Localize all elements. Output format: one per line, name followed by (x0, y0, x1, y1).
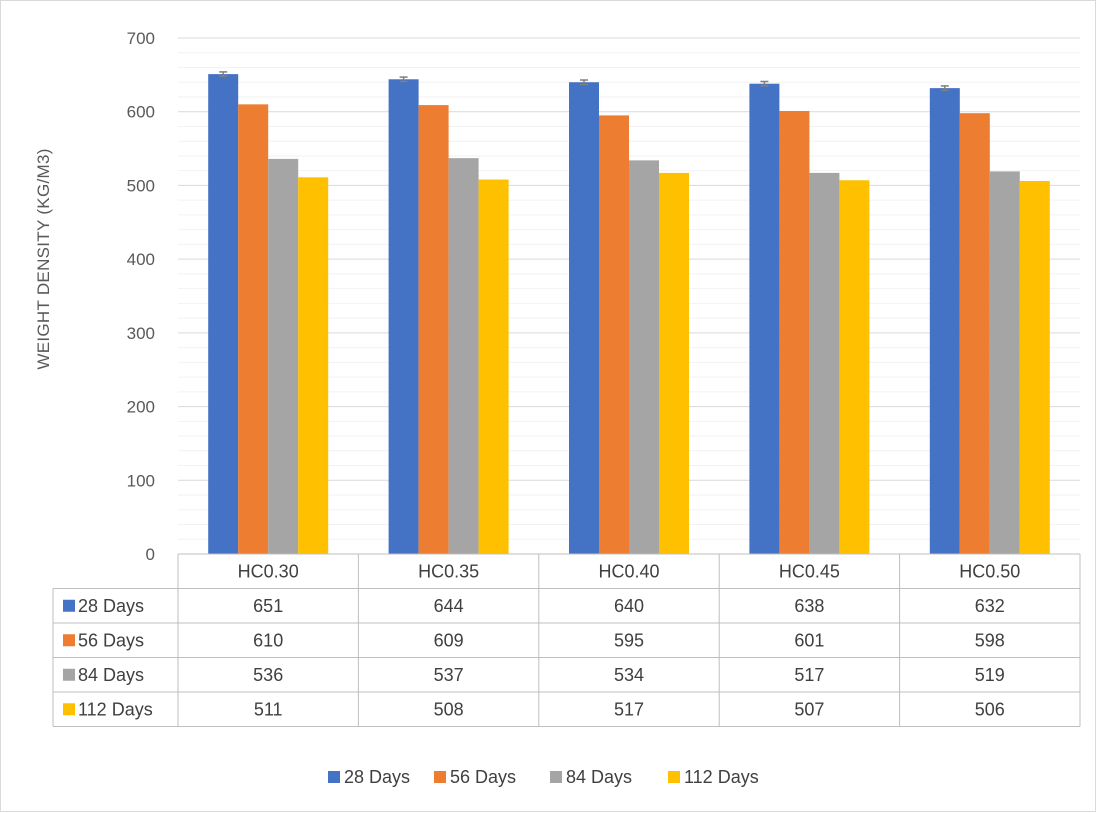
table-cell-value: 644 (434, 596, 464, 616)
category-label: HC0.35 (418, 561, 479, 581)
legend-swatch (434, 771, 446, 783)
legend-swatch (328, 771, 340, 783)
table-cell-value: 638 (794, 596, 824, 616)
bar (569, 82, 599, 554)
bar (448, 158, 479, 554)
legend-label: 56 Days (450, 767, 516, 787)
bar (208, 74, 239, 555)
table-series-swatch (63, 703, 75, 716)
bar (989, 171, 1020, 554)
bar (1019, 181, 1050, 554)
y-tick-label: 300 (127, 324, 155, 343)
legend-label: 84 Days (566, 767, 632, 787)
bar (809, 172, 840, 554)
table-cell-value: 508 (434, 699, 464, 719)
category-label: HC0.50 (959, 561, 1020, 581)
table-cell-value: 507 (794, 699, 824, 719)
table-cell-value: 609 (434, 630, 464, 650)
table-cell-value: 517 (794, 665, 824, 685)
category-label: HC0.45 (779, 561, 840, 581)
bar (298, 177, 329, 554)
legend-label: 112 Days (684, 767, 759, 787)
table-cell-value: 601 (794, 630, 824, 650)
data-table: HC0.30 HC0.35 HC0.40 HC0.45 HC0.50 28 Days 651… (52, 553, 1081, 727)
table-cell-value: 640 (614, 596, 644, 616)
legend-swatch (668, 771, 680, 783)
table-series-label: 112 Days (78, 699, 153, 719)
table-cell-value: 517 (614, 699, 644, 719)
table-cell-value: 511 (254, 699, 283, 719)
bar (418, 105, 449, 554)
table-cell-value: 651 (253, 596, 283, 616)
y-tick-label: 0 (146, 545, 155, 564)
table-series-swatch (63, 599, 75, 612)
legend-label: 28 Days (344, 767, 410, 787)
category-label: HC0.30 (238, 561, 299, 581)
legend: 28 Days 56 Days 84 Days 112 Days (328, 767, 759, 787)
y-axis-title: WEIGHT DENSITY (KG/M3) (34, 148, 53, 369)
bar (749, 83, 780, 555)
table-series-swatch (63, 668, 75, 681)
bars (208, 71, 1050, 555)
table-series-label: 84 Days (78, 665, 144, 685)
bar (478, 179, 509, 554)
y-axis: 0 100 200 300 400 500 600 700 (127, 29, 155, 564)
y-tick-label: 700 (127, 29, 155, 48)
table-cell-value: 537 (434, 665, 464, 685)
y-tick-label: 200 (127, 398, 155, 417)
y-tick-label: 400 (127, 250, 155, 269)
table-cell-value: 519 (975, 665, 1005, 685)
table-cell-value: 632 (975, 596, 1005, 616)
bar (388, 79, 419, 554)
table-cell-value: 534 (614, 665, 644, 685)
table-cell-value: 595 (614, 630, 644, 650)
category-label: HC0.40 (598, 561, 659, 581)
bar (659, 172, 689, 554)
bar (629, 160, 659, 554)
bar (268, 158, 299, 555)
bar (929, 88, 960, 554)
table-series-label: 28 Days (78, 596, 144, 616)
y-tick-label: 600 (127, 103, 155, 122)
bar (599, 115, 629, 555)
table-cell-value: 536 (253, 665, 283, 685)
table-cell-value: 506 (975, 699, 1005, 719)
y-tick-label: 100 (127, 471, 155, 490)
legend-swatch (550, 771, 562, 783)
table-cell-value: 598 (975, 630, 1005, 650)
bar (839, 180, 870, 555)
bar (959, 113, 990, 554)
table-cell-value: 610 (253, 630, 283, 650)
table-series-label: 56 Days (78, 630, 144, 650)
y-tick-label: 500 (127, 176, 155, 195)
bar (779, 110, 810, 554)
table-series-swatch (63, 634, 75, 647)
bar (238, 104, 269, 554)
